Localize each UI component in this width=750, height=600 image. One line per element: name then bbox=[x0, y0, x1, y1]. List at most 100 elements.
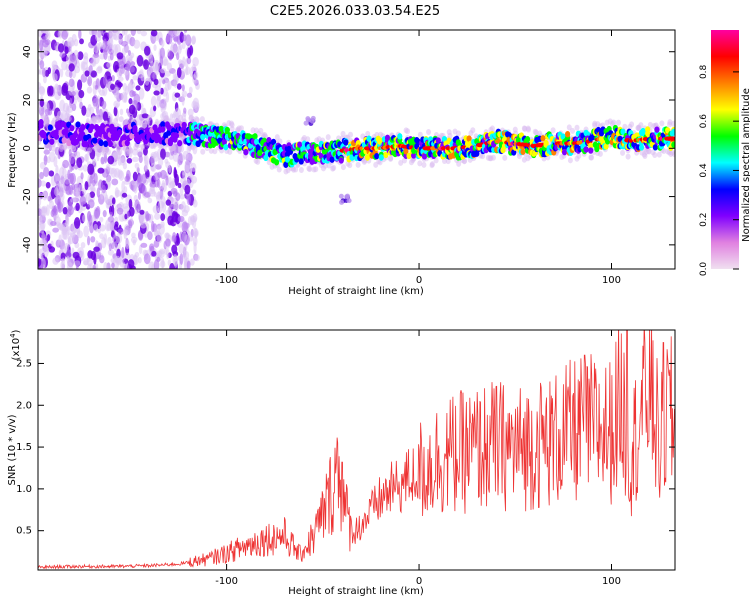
heatmap-cell bbox=[99, 233, 104, 239]
heatmap-cell bbox=[43, 245, 49, 258]
heatmap-cell bbox=[156, 232, 163, 244]
heatmap-cell bbox=[480, 153, 486, 160]
heatmap-cell bbox=[128, 206, 135, 217]
heatmap-cell bbox=[193, 241, 197, 254]
heatmap-cell bbox=[525, 126, 531, 133]
heatmap-cell bbox=[152, 205, 160, 214]
heatmap-cell bbox=[347, 162, 353, 169]
heatmap-cell bbox=[92, 264, 96, 269]
heatmap-cell bbox=[130, 265, 136, 269]
heatmap-cell bbox=[52, 257, 59, 265]
heatmap-cell bbox=[138, 88, 145, 100]
heatmap-cell bbox=[426, 128, 432, 135]
heatmap-cell bbox=[103, 49, 108, 60]
heatmap-cell bbox=[512, 126, 518, 133]
heatmap-cell bbox=[181, 221, 189, 234]
heatmap-cell bbox=[252, 133, 258, 140]
heatmap-cell bbox=[57, 43, 65, 53]
heatmap-cell bbox=[122, 83, 128, 92]
heatmap-cell bbox=[43, 75, 47, 84]
heatmap-cell bbox=[421, 161, 427, 168]
spectrogram-y-tick-label: 40 bbox=[22, 45, 33, 58]
heatmap-cell bbox=[671, 141, 675, 148]
heatmap-cell bbox=[90, 70, 97, 78]
heatmap-cell bbox=[490, 154, 496, 161]
heatmap-cell bbox=[50, 240, 54, 247]
heatmap-cell bbox=[417, 131, 423, 138]
heatmap-cell bbox=[109, 114, 113, 125]
heatmap-cell bbox=[43, 154, 48, 166]
heatmap-cell bbox=[158, 200, 165, 209]
heatmap-cell bbox=[588, 142, 594, 149]
heatmap-cell bbox=[645, 148, 651, 155]
colorbar-tick-label: 0.6 bbox=[699, 114, 709, 129]
heatmap-cell bbox=[153, 150, 160, 162]
heatmap-cell bbox=[583, 146, 589, 153]
heatmap-cell bbox=[174, 92, 181, 98]
heatmap-cell bbox=[121, 246, 125, 259]
heatmap-cell bbox=[125, 44, 130, 54]
heatmap-cell bbox=[71, 33, 77, 43]
heatmap-cell bbox=[182, 56, 186, 68]
heatmap-cell bbox=[132, 148, 139, 156]
heatmap-cell bbox=[136, 30, 142, 35]
heatmap-cell bbox=[182, 171, 187, 180]
heatmap-cell bbox=[184, 160, 191, 172]
heatmap-cell bbox=[435, 137, 441, 144]
heatmap-cell bbox=[421, 153, 428, 160]
heatmap-cell bbox=[124, 263, 129, 269]
snr-y-tick-label: 0.5 bbox=[16, 526, 32, 537]
heatmap-cell bbox=[137, 119, 143, 126]
heatmap-cell bbox=[455, 130, 461, 137]
heatmap-cell bbox=[58, 234, 63, 246]
heatmap-cell bbox=[446, 129, 452, 136]
heatmap-cell bbox=[128, 220, 133, 229]
heatmap-cell bbox=[189, 45, 194, 56]
heatmap-cell bbox=[82, 214, 86, 223]
heatmap-cell bbox=[129, 66, 135, 73]
heatmap-cell bbox=[470, 127, 476, 134]
heatmap-cell bbox=[588, 154, 594, 161]
heatmap-cell bbox=[78, 89, 85, 99]
heatmap-cell bbox=[43, 149, 50, 155]
heatmap-cell bbox=[51, 208, 58, 216]
heatmap-cell bbox=[179, 194, 185, 200]
heatmap-cell bbox=[200, 133, 206, 141]
heatmap-cell bbox=[183, 205, 190, 214]
heatmap-cell bbox=[53, 155, 58, 168]
heatmap-cell bbox=[97, 167, 105, 174]
heatmap-cell bbox=[38, 134, 41, 142]
heatmap-cell bbox=[123, 228, 128, 240]
snr-line bbox=[38, 330, 675, 570]
heatmap-cell bbox=[411, 152, 417, 159]
spectrogram-x-tick-label: -100 bbox=[215, 275, 238, 286]
heatmap-cell bbox=[174, 118, 180, 125]
heatmap-cell bbox=[160, 148, 166, 160]
heatmap-cell bbox=[111, 74, 115, 82]
heatmap-cell bbox=[124, 34, 130, 44]
heatmap-cell bbox=[47, 108, 53, 116]
heatmap-cell bbox=[58, 167, 65, 178]
heatmap-cell bbox=[119, 261, 126, 268]
heatmap-cell bbox=[68, 149, 72, 157]
heatmap-cell bbox=[39, 59, 45, 70]
heatmap-cell bbox=[50, 220, 57, 227]
heatmap-cell bbox=[40, 180, 46, 187]
heatmap-cell bbox=[61, 82, 69, 94]
heatmap-cell bbox=[131, 156, 139, 163]
heatmap-cell bbox=[182, 34, 187, 42]
heatmap-cell bbox=[44, 39, 51, 46]
heatmap-cell bbox=[43, 166, 50, 178]
heatmap-cell bbox=[97, 86, 101, 93]
heatmap-cell bbox=[184, 67, 189, 76]
heatmap-cell bbox=[566, 124, 572, 131]
heatmap-cell bbox=[182, 150, 189, 160]
heatmap-cell bbox=[134, 251, 140, 258]
heatmap-cell bbox=[338, 157, 344, 164]
heatmap-cell bbox=[38, 215, 43, 226]
heatmap-cell bbox=[161, 56, 168, 67]
heatmap-cell bbox=[159, 67, 167, 74]
heatmap-cell bbox=[81, 61, 89, 70]
heatmap-cell bbox=[345, 193, 351, 199]
heatmap-cell bbox=[137, 151, 143, 158]
